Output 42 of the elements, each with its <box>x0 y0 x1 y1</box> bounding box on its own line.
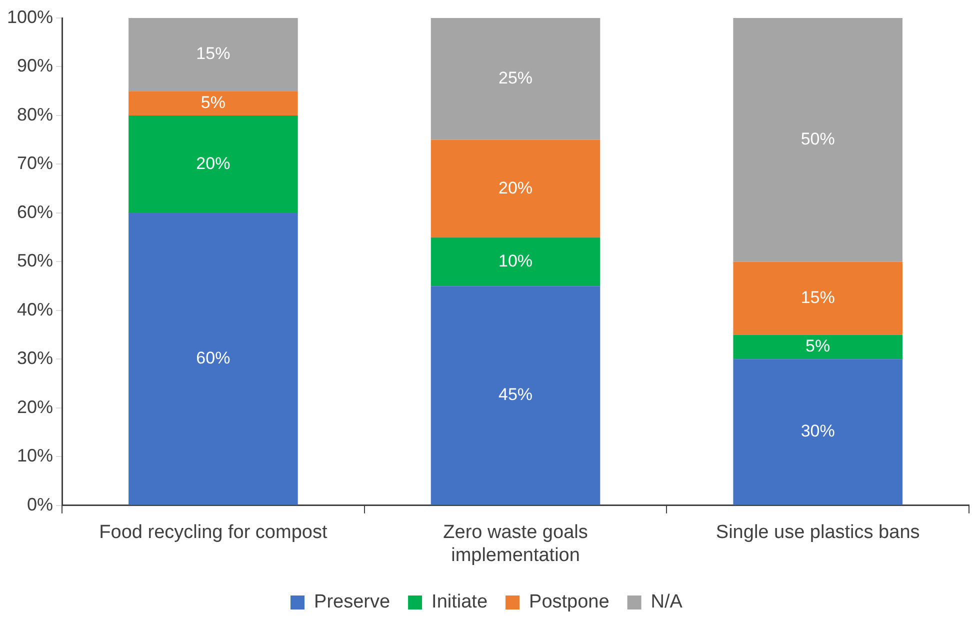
bar <box>733 262 902 335</box>
data-label: 20% <box>498 178 533 198</box>
legend-label: Preserve <box>314 592 390 613</box>
y-tick-label: 10% <box>17 446 54 466</box>
y-tick-label: 40% <box>17 299 54 320</box>
bar <box>430 18 600 140</box>
y-tick-label: 0% <box>27 494 54 514</box>
x-tick-label: Single use plastics bans <box>716 522 920 544</box>
y-tick-label: 50% <box>17 250 54 271</box>
data-label: 5% <box>200 92 226 112</box>
bar <box>128 212 298 505</box>
y-tick-label: 90% <box>17 56 54 76</box>
legend-label: Initiate <box>432 592 488 613</box>
x-tick-label: Zero waste goals implementation <box>443 522 588 566</box>
legend-label: N/A <box>650 592 683 613</box>
data-label: 20% <box>196 154 230 173</box>
data-label: 15% <box>196 44 230 64</box>
data-label: 60% <box>196 348 230 368</box>
x-tick-label: Food recycling for compost <box>99 522 328 544</box>
y-tick-label: 60% <box>17 202 54 222</box>
bar <box>733 359 902 505</box>
bar <box>733 18 902 262</box>
data-label: 45% <box>498 385 533 404</box>
y-tick-label: 80% <box>17 104 54 124</box>
y-tick-label: 20% <box>17 396 54 417</box>
bar <box>128 91 298 116</box>
bar <box>128 18 298 92</box>
y-tick-label: 30% <box>17 348 54 368</box>
data-label: 25% <box>498 68 533 88</box>
bar <box>430 237 600 286</box>
data-label: 10% <box>498 251 533 270</box>
bar <box>733 334 902 360</box>
data-label: 15% <box>800 288 835 307</box>
data-label: 50% <box>800 130 835 149</box>
y-tick-label: 100% <box>6 6 54 27</box>
bar <box>128 115 298 213</box>
y-tick-label: 70% <box>17 153 54 174</box>
legend-label: Postpone <box>529 592 610 613</box>
bar <box>430 286 600 505</box>
data-label: 5% <box>806 336 830 356</box>
bar <box>430 140 600 238</box>
data-label: 30% <box>800 422 835 441</box>
